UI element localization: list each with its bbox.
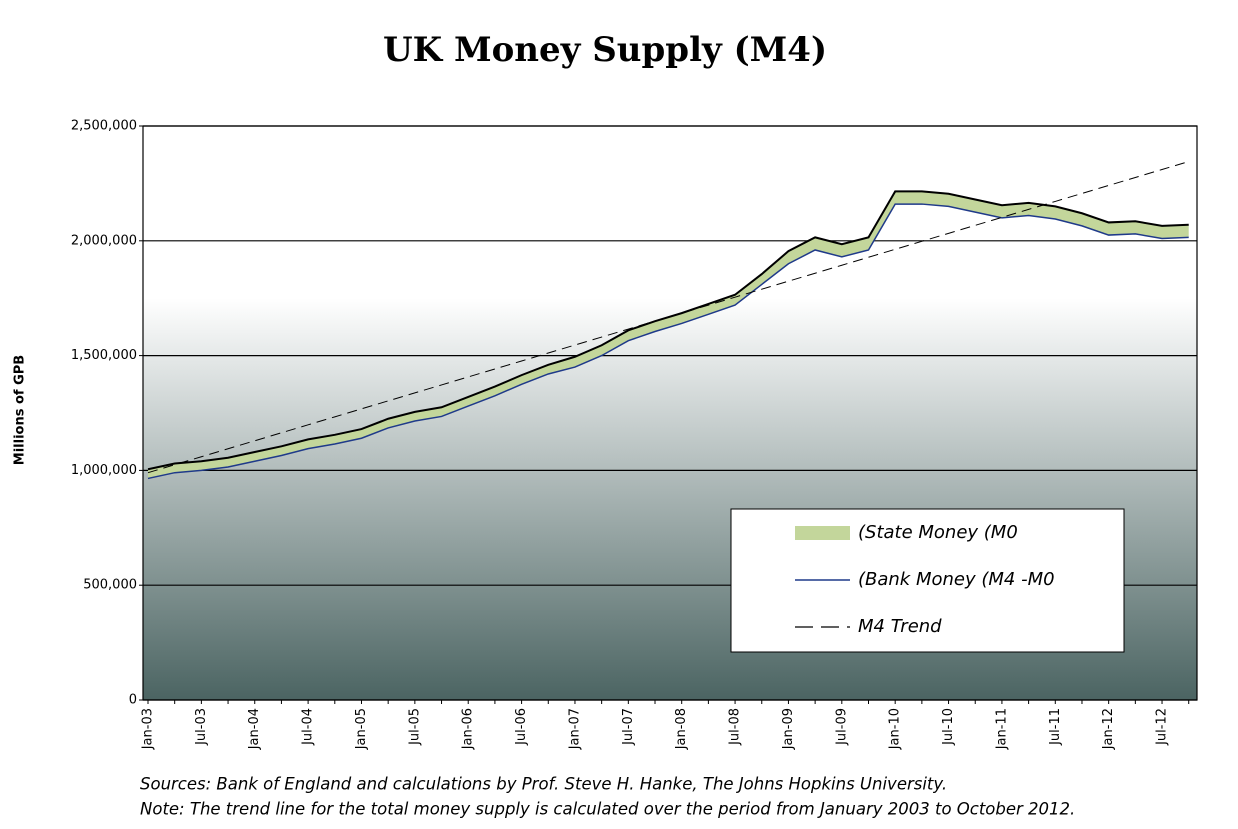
- x-tick-label: Jul-12: [1155, 708, 1170, 746]
- x-tick-label: Jan-07: [567, 708, 582, 750]
- x-tick-label: Jan-09: [781, 708, 796, 750]
- chart-title: UK Money Supply (M4): [383, 30, 827, 70]
- bank-money-line: [147, 203, 1189, 480]
- y-tick-label: 1,500,000: [71, 348, 137, 363]
- plot-frame: [142, 125, 1198, 701]
- x-tick-label: Jul-09: [834, 708, 849, 746]
- y-tick-label: 0: [129, 693, 137, 708]
- x-tick-label: Jul-07: [621, 708, 636, 746]
- y-tick-label: 2,000,000: [71, 233, 137, 248]
- trend-line: [147, 161, 1189, 474]
- x-tick-label: Jan-05: [354, 708, 369, 750]
- x-tick-label: Jul-08: [728, 708, 743, 746]
- x-tick-label: Jan-03: [141, 708, 156, 750]
- total-line: [147, 190, 1189, 471]
- x-tick-label: Jan-11: [994, 708, 1009, 750]
- legend-swatch: [795, 526, 850, 540]
- y-tick-label: 2,500,000: [71, 119, 137, 134]
- x-tick-label: Jan-08: [674, 708, 689, 750]
- y-tick-label: 500,000: [83, 578, 137, 593]
- x-tick-label: Jan-12: [1101, 708, 1116, 750]
- x-tick-label: Jul-05: [407, 708, 422, 746]
- y-tick-label: 1,000,000: [71, 463, 137, 478]
- trend-note: Note: The trend line for the total money…: [140, 800, 1075, 819]
- x-tick-label: Jul-04: [301, 708, 316, 746]
- y-axis-label: Millions of GPB: [13, 355, 28, 465]
- x-tick-label: Jan-04: [247, 708, 262, 750]
- legend-label: (State Money (M0: [858, 522, 1018, 543]
- x-tick-label: Jul-03: [194, 708, 209, 746]
- x-tick-label: Jan-06: [461, 708, 476, 750]
- source-note: Sources: Bank of England and calculation…: [140, 775, 947, 794]
- state-money-band: [148, 191, 1189, 479]
- x-tick-label: Jan-10: [888, 708, 903, 750]
- x-tick-label: Jul-10: [941, 708, 956, 746]
- x-tick-label: Jul-06: [514, 708, 529, 746]
- x-tick-label: Jul-11: [1048, 708, 1063, 746]
- legend-label: M4 Trend: [858, 616, 942, 637]
- legend-label: (Bank Money (M4 -M0: [858, 569, 1055, 590]
